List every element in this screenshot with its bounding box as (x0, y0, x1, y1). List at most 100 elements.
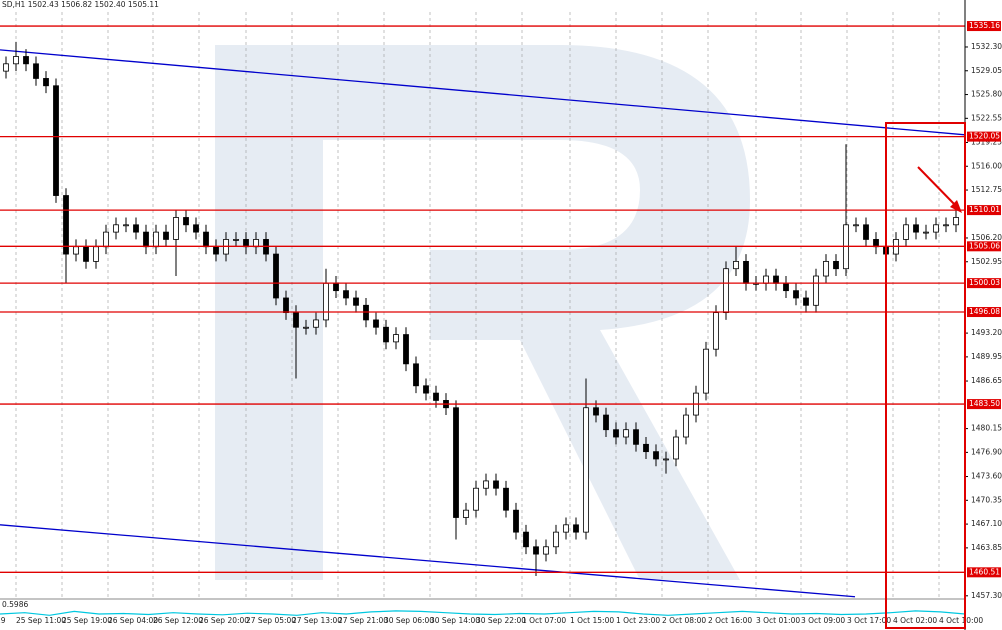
level-tag-box (967, 131, 1001, 142)
x-tick-label: 30 Sep 22:00 (476, 616, 526, 625)
level-label: 1460.51 (969, 567, 1000, 576)
candle-body (473, 487, 479, 511)
x-tick-label: 2 Oct 08:00 (662, 616, 706, 625)
y-tick-label: 1473.60 (971, 472, 1002, 481)
candle-body (523, 531, 529, 548)
candle-body (763, 275, 769, 284)
candle-body (3, 63, 9, 72)
level-label: 1505.06 (969, 241, 1000, 250)
level-tag: 1510.01 (967, 205, 1001, 216)
x-tick-label: 1 Oct 07:00 (522, 616, 566, 625)
x-tick-label: 2 Oct 16:00 (708, 616, 752, 625)
candle-body (283, 297, 289, 314)
candle-body (393, 334, 399, 343)
candle-body (733, 260, 739, 270)
y-tick-label: 1470.35 (971, 495, 1002, 504)
candle-body (13, 56, 19, 65)
x-tick-label: 27 Sep 05:00 (246, 616, 296, 625)
level-label: 1535.16 (969, 21, 1000, 30)
y-tick-label: 1457.30 (971, 591, 1002, 600)
y-tick-label: 1532.30 (971, 42, 1002, 51)
x-tick-label: 4 Oct 10:00 (939, 616, 983, 625)
candle-body (823, 260, 829, 277)
y-tick-label: 1529.05 (971, 66, 1002, 75)
header: SD,H1 1502.43 1506.82 1502.40 1505.11 (2, 0, 159, 9)
level-tag: 1535.16 (967, 21, 1001, 32)
candle-body (603, 414, 609, 431)
x-tick-label: 27 Sep 21:00 (338, 616, 388, 625)
x-tick-label: 26 Sep 04:00 (108, 616, 158, 625)
y-tick-label: 1463.85 (971, 543, 1002, 552)
level-tag: 1505.06 (967, 241, 1001, 252)
candle-body (423, 385, 429, 394)
y-tick-label: 1525.80 (971, 90, 1002, 99)
trendline (0, 524, 856, 598)
candle-body (93, 246, 99, 262)
candle-body (303, 326, 309, 329)
y-tick-label: 1486.65 (971, 376, 1002, 385)
level-tag-box (967, 241, 1001, 252)
candle-body (833, 260, 839, 270)
candle-body (293, 312, 299, 328)
candle-body (723, 268, 729, 314)
trendline (0, 49, 966, 136)
candle-body (173, 217, 179, 240)
level-tag: 1483.50 (967, 399, 1001, 410)
candle-body (153, 231, 159, 248)
candle-body (83, 246, 89, 262)
level-label: 1500.03 (969, 278, 1000, 287)
candle-body (703, 348, 709, 394)
candle-body (43, 78, 49, 87)
candle-body (713, 312, 719, 350)
candle-body (103, 231, 109, 248)
level-label: 1483.50 (969, 399, 1000, 408)
y-tick-label: 1512.75 (971, 185, 1002, 194)
level-label: 1496.08 (969, 307, 1000, 316)
candle-body (143, 231, 149, 248)
candle-body (23, 56, 29, 65)
x-tick-label: 19 (0, 616, 6, 625)
candle-body (773, 275, 779, 284)
level-tag: 1520.05 (967, 131, 1001, 142)
candle-body (643, 443, 649, 453)
indicator-line (0, 610, 966, 616)
level-tag-box (967, 567, 1001, 578)
candle-body (943, 224, 949, 227)
candle-body (783, 282, 789, 292)
candle-body (503, 487, 509, 511)
candle-body (593, 407, 599, 416)
level-tag-box (967, 205, 1001, 216)
candle-body (373, 319, 379, 328)
candle-body (793, 290, 799, 299)
candle-body (53, 85, 59, 196)
y-tick-label: 1467.10 (971, 519, 1002, 528)
x-tick-label: 3 Oct 17:00 (847, 616, 891, 625)
level-tag: 1496.08 (967, 307, 1001, 318)
x-tick-label: 30 Sep 06:00 (384, 616, 434, 625)
candle-body (203, 231, 209, 248)
candle-body (383, 326, 389, 343)
candle-body (353, 297, 359, 306)
x-tick-label: 25 Sep 19:00 (62, 616, 112, 625)
candle-body (923, 231, 929, 234)
candle-body (183, 217, 189, 226)
arrow (917, 166, 959, 209)
indicator-label: 0.5986 (2, 600, 28, 609)
candle-body (323, 282, 329, 321)
candle-body (613, 429, 619, 438)
candle-body (933, 224, 939, 233)
level-tag-box (967, 399, 1001, 410)
candle-body (193, 224, 199, 233)
x-tick-label: 4 Oct 02:00 (893, 616, 937, 625)
candle-body (63, 195, 69, 255)
candle-body (953, 217, 959, 226)
candle-body (533, 546, 539, 555)
level-tag-box (967, 307, 1001, 318)
y-tick-label: 1502.95 (971, 257, 1002, 266)
candle-body (623, 429, 629, 438)
y-tick-label: 1519.25 (971, 137, 1002, 146)
y-tick-label: 1516.00 (971, 161, 1002, 170)
candle-body (913, 224, 919, 233)
x-tick-label: 3 Oct 01:00 (756, 616, 800, 625)
y-tick-label: 1476.90 (971, 447, 1002, 456)
